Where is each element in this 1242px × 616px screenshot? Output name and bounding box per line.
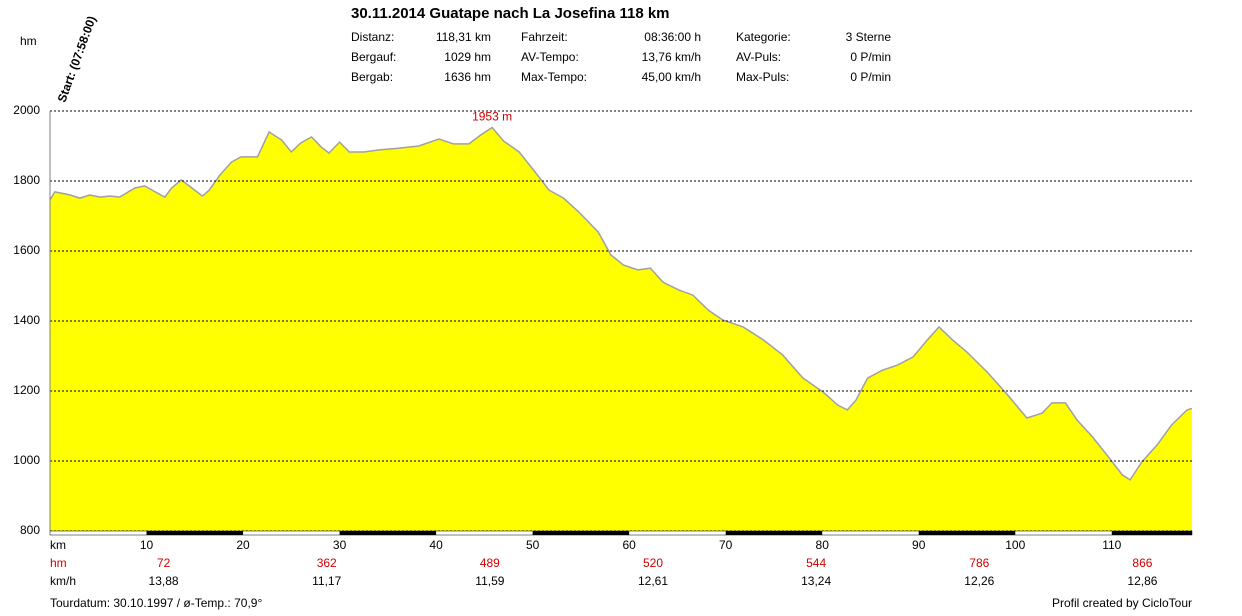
y-tick-label: 1400	[13, 313, 40, 327]
y-axis-label: hm	[20, 34, 37, 48]
x-axis-segment	[918, 531, 1016, 535]
stat-text: Max-Puls:	[736, 70, 789, 84]
stat-text: Fahrzeit:	[521, 30, 568, 44]
x-tick-label: 90	[912, 538, 926, 552]
stat-text: 1029 hm	[444, 50, 491, 64]
segment-hm: 544	[806, 556, 826, 570]
segment-hm: 786	[969, 556, 989, 570]
stat-text: 0 P/min	[850, 50, 891, 64]
y-tick-label: 1000	[13, 453, 40, 467]
elevation-line	[49, 126, 1193, 481]
x-tick-label: 40	[429, 538, 443, 552]
x-axis-segment	[725, 531, 823, 535]
x-tick-label: 70	[719, 538, 733, 552]
segment-kmh: 13,24	[801, 574, 831, 588]
stat-text: 45,00 km/h	[642, 70, 701, 84]
x-tick-label: 30	[333, 538, 347, 552]
stat-text: 1636 hm	[444, 70, 491, 84]
peak-label: 1953 m	[472, 110, 512, 124]
segment-hm: 866	[1132, 556, 1152, 570]
footer-left: Tourdatum: 30.10.1997 / ø-Temp.: 70,9°	[50, 596, 262, 610]
stat-text: 08:36:00 h	[644, 30, 701, 44]
x-axis-segment	[1111, 531, 1192, 535]
stat-text: Kategorie:	[736, 30, 791, 44]
stat-text: Bergab:	[351, 70, 393, 84]
y-tick-label: 1600	[13, 243, 40, 257]
stat-text: AV-Puls:	[736, 50, 781, 64]
y-tick-label: 800	[20, 523, 40, 537]
segment-kmh: 11,59	[475, 574, 504, 588]
x-axis-label: km	[50, 538, 66, 552]
segment-kmh: 12,61	[638, 574, 668, 588]
y-tick-label: 1800	[13, 173, 40, 187]
stat-text: 13,76 km/h	[642, 50, 701, 64]
x-tick-label: 50	[526, 538, 540, 552]
segment-kmh: 13,88	[149, 574, 179, 588]
stat-text: 3 Sterne	[846, 30, 892, 44]
row-label: km/h	[50, 574, 76, 588]
segment-hm: 72	[157, 556, 171, 570]
stat-text: AV-Tempo:	[521, 50, 579, 64]
stat-text: 0 P/min	[850, 70, 891, 84]
footer-right: Profil created by CicloTour	[1052, 596, 1192, 610]
x-tick-label: 80	[816, 538, 830, 552]
stat-text: Max-Tempo:	[521, 70, 587, 84]
x-tick-label: 110	[1102, 538, 1121, 552]
row-label: hm	[50, 556, 67, 570]
x-tick-label: 10	[140, 538, 154, 552]
area-fill	[50, 127, 1192, 531]
segment-hm: 520	[643, 556, 663, 570]
y-tick-label: 1200	[13, 383, 40, 397]
x-axis-segment	[146, 531, 244, 535]
segment-kmh: 11,17	[312, 574, 341, 588]
chart-title: 30.11.2014 Guatape nach La Josefina 118 …	[351, 5, 670, 22]
stat-text: 118,31 km	[436, 30, 491, 44]
segment-kmh: 12,26	[964, 574, 994, 588]
x-tick-label: 100	[1005, 538, 1025, 552]
x-axis-segment	[339, 531, 437, 535]
y-tick-label: 2000	[13, 103, 40, 117]
x-tick-label: 60	[622, 538, 636, 552]
x-axis-segment	[532, 531, 630, 535]
stat-text: Distanz:	[351, 30, 394, 44]
segment-hm: 362	[317, 556, 337, 570]
segment-hm: 489	[480, 556, 500, 570]
segment-kmh: 12,86	[1127, 574, 1157, 588]
stat-text: Bergauf:	[351, 50, 396, 64]
x-tick-label: 20	[236, 538, 250, 552]
